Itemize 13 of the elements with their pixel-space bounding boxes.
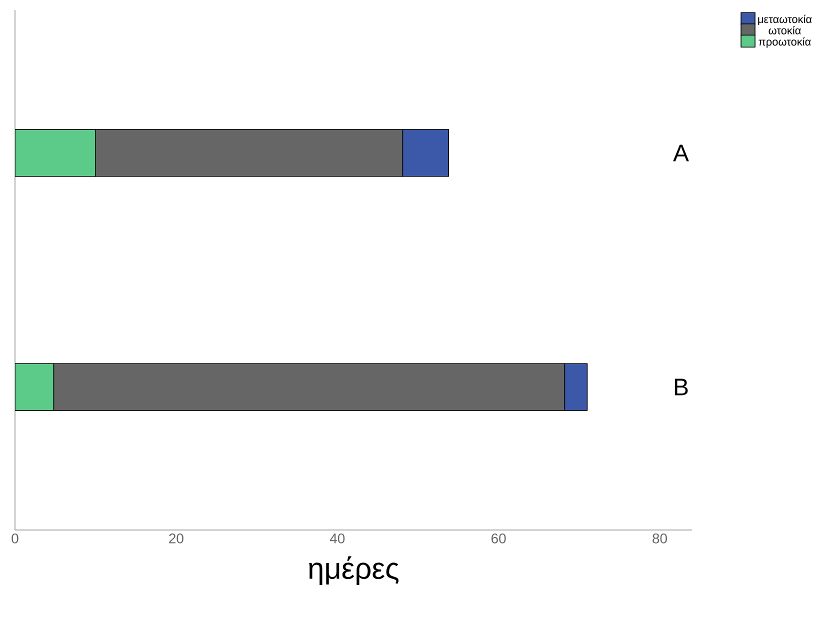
x-axis-title: ημέρες: [309, 556, 399, 585]
bar: [15, 363, 54, 411]
bar: [15, 129, 96, 177]
x-tick-label: 40: [330, 534, 345, 544]
x-tick-label: 20: [169, 534, 184, 544]
legend-label: μεταωτοκία: [758, 14, 812, 26]
x-tick-label: 60: [492, 534, 506, 544]
x-tick-label: 0: [12, 534, 18, 544]
legend-label: ωτοκία: [768, 26, 801, 34]
x-tick-label: 80: [652, 534, 667, 544]
legend-label: προωτοκία: [758, 37, 811, 48]
y-tick-label: B: [675, 378, 688, 396]
y-tick-label: A: [673, 144, 689, 162]
